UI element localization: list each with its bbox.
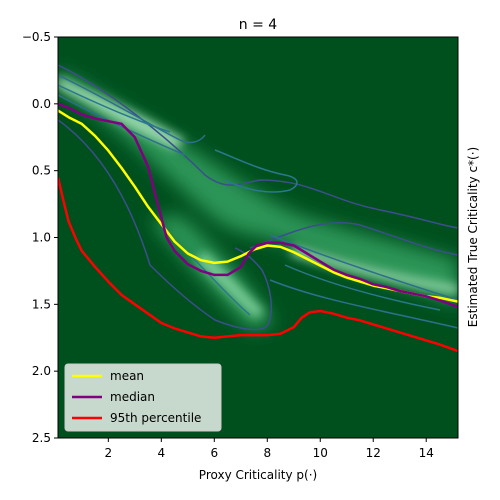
y-tick-label: 2.0 — [32, 364, 51, 378]
contour-line — [269, 234, 458, 301]
contour-line — [189, 254, 251, 316]
legend-label-mean: mean — [110, 369, 144, 383]
x-tick-label: 14 — [419, 446, 434, 460]
chart-title: n = 4 — [239, 17, 278, 33]
y-tick-label: 1.0 — [32, 231, 51, 245]
legend-box — [64, 363, 222, 432]
y-tick-label: 0.0 — [32, 97, 51, 111]
contour-line — [214, 149, 298, 193]
legend: mean median 95th percentile — [64, 363, 222, 432]
series-line-median — [58, 102, 458, 309]
x-tick-label: 2 — [105, 446, 113, 460]
y-tick-label: −0.5 — [22, 30, 51, 44]
x-tick-label: 12 — [366, 446, 381, 460]
contour-lines — [58, 64, 458, 331]
legend-label-95th-percentile: 95th percentile — [110, 411, 201, 425]
contour-line — [58, 119, 273, 331]
y-axis-ticks: −0.5 0.0 0.5 1.0 1.5 2.0 2.5 — [22, 30, 58, 445]
y-tick-label: 1.5 — [32, 297, 51, 311]
x-tick-label: 4 — [157, 446, 165, 460]
contour-line — [269, 279, 458, 329]
series-line-95th-percentile — [58, 177, 458, 353]
x-tick-label: 6 — [210, 446, 218, 460]
x-tick-label: 10 — [313, 446, 328, 460]
legend-label-median: median — [110, 390, 155, 404]
contour-line — [58, 84, 171, 133]
x-tick-label: 8 — [263, 446, 271, 460]
series-layer — [58, 102, 458, 353]
y-tick-label: 0.5 — [32, 164, 51, 178]
y-axis-label: Estimated True Criticality c*(·) — [466, 147, 480, 327]
contour-line — [58, 74, 206, 144]
contour-line — [284, 264, 441, 311]
x-axis-ticks: 2 4 6 8 10 12 14 — [105, 438, 434, 460]
y-tick-label: 2.5 — [32, 431, 51, 445]
x-axis-label: Proxy Criticality p(·) — [199, 468, 317, 482]
